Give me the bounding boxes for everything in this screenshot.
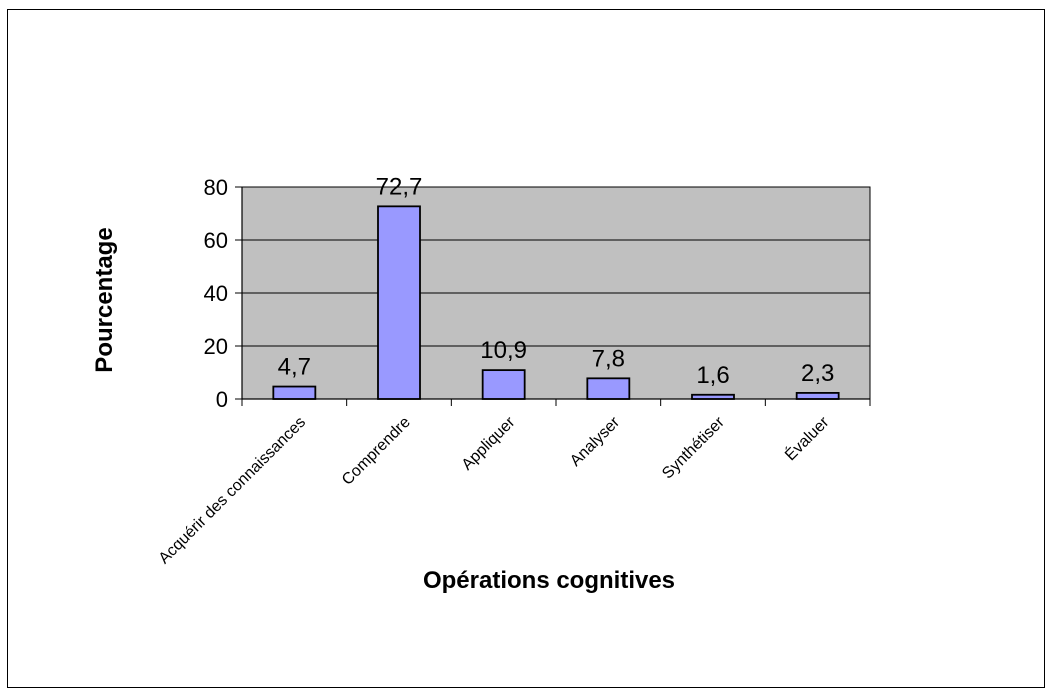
data-label: 4,7: [278, 354, 311, 381]
x-category-label: Évaluer: [781, 412, 833, 464]
data-label: 10,9: [480, 337, 527, 364]
data-label: 1,6: [696, 362, 729, 389]
bar: [481, 369, 526, 400]
y-tick-label: 20: [204, 334, 228, 359]
x-category-label: Synthétiser: [659, 413, 728, 482]
y-tick-label: 0: [216, 387, 228, 412]
data-label: 2,3: [801, 360, 834, 387]
bar: [691, 393, 735, 400]
bar: [377, 205, 421, 400]
gridlines: [242, 239, 870, 347]
bar: [586, 377, 631, 400]
x-tick-labels: Acquérir des connaissances Comprendre Appl…: [156, 412, 833, 567]
bar: [795, 392, 840, 400]
y-tick-label: 60: [204, 228, 228, 253]
data-label: 72,7: [376, 173, 423, 200]
data-labels: 4,7 72,7 10,9 7,8 1,6 2,3: [278, 173, 835, 388]
bar: [272, 385, 317, 400]
data-label: 7,8: [592, 345, 625, 372]
x-axis-title: Opérations cognitives: [423, 567, 675, 594]
y-tick-label: 80: [204, 175, 228, 200]
x-category-label: Acquérir des connaissances: [156, 414, 310, 568]
y-tick-labels: 0 20 40 60 80: [204, 175, 228, 412]
x-category-label: Analyser: [567, 413, 624, 470]
bars: [272, 205, 840, 400]
axes: [235, 186, 871, 406]
x-category-label: Comprendre: [339, 414, 414, 489]
y-axis-title: Pourcentage: [91, 227, 118, 372]
y-tick-label: 40: [204, 281, 228, 306]
x-category-label: Appliquer: [459, 413, 519, 473]
